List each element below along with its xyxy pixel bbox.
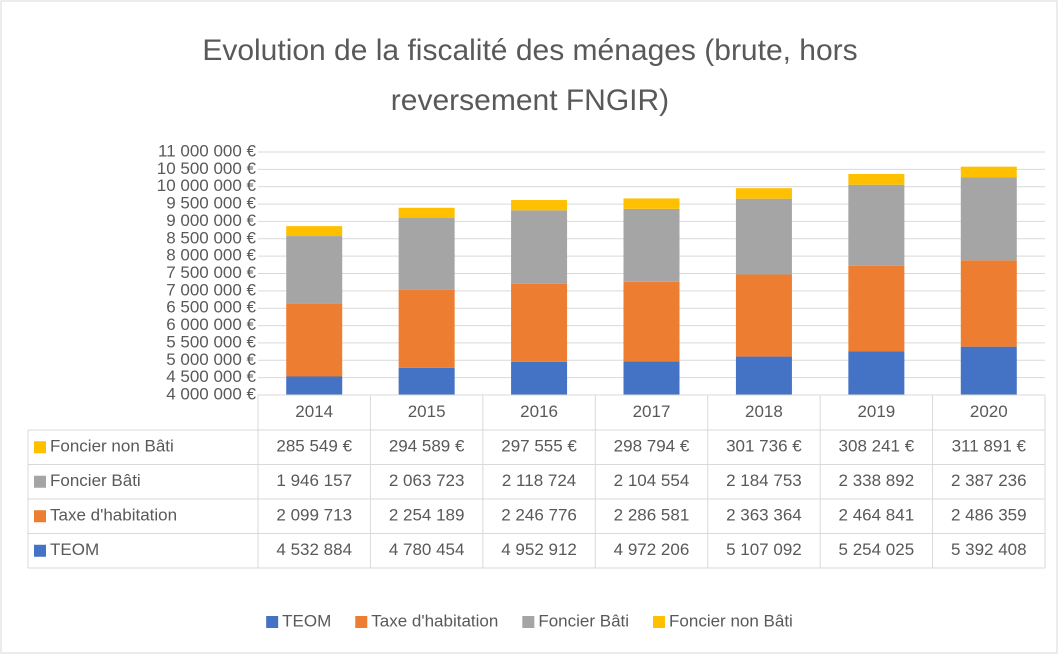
bar-segment: [848, 174, 905, 185]
table-row-label: Foncier non Bâti: [50, 437, 174, 456]
bar-segment: [286, 303, 343, 377]
bar-segment: [848, 184, 905, 266]
bar-segment: [848, 265, 905, 352]
bar-segment: [511, 283, 568, 362]
table-cell: 308 241 €: [839, 437, 915, 456]
bar-segment: [735, 356, 792, 395]
table-row-label: TEOM: [50, 540, 99, 559]
chart-title: Evolution de la fiscalité des ménages (b…: [202, 34, 858, 117]
y-tick-label: 10 000 000 €: [157, 176, 257, 195]
legend-label: Foncier Bâti: [538, 611, 629, 630]
x-tick-label: 2016: [520, 402, 558, 421]
y-tick-label: 7 000 000 €: [166, 280, 256, 299]
table-cell: 2 464 841: [839, 506, 915, 525]
table-cell: 4 972 206: [614, 540, 690, 559]
legend-key: [266, 616, 279, 628]
legend-label: TEOM: [282, 611, 331, 630]
bar-segment: [398, 207, 455, 219]
table-cell: 5 107 092: [726, 540, 802, 559]
table-row-label: Taxe d'habitation: [50, 506, 177, 525]
table-legend-key: [34, 441, 46, 454]
table-cell: 311 891 €: [952, 437, 1027, 456]
x-tick-label: 2018: [745, 402, 783, 421]
y-tick-label: 5 500 000 €: [166, 332, 256, 351]
legend-key: [355, 616, 368, 628]
y-tick-label: 6 000 000 €: [166, 315, 256, 334]
x-tick-label: 2015: [408, 402, 446, 421]
y-tick-label: 10 500 000 €: [157, 159, 257, 178]
bar-segment: [398, 218, 455, 290]
bar-segment: [735, 274, 792, 357]
bar-segment: [960, 346, 1017, 395]
y-tick-label: 4 500 000 €: [166, 367, 256, 386]
table-cell: 2 338 892: [839, 471, 915, 490]
table-row-label: Foncier Bâti: [50, 471, 141, 490]
table-cell: 285 549 €: [276, 437, 352, 456]
bar-segment: [623, 208, 680, 282]
bar-segment: [960, 177, 1017, 261]
table-cell: 298 794 €: [614, 437, 690, 456]
table-cell: 1 946 157: [276, 471, 352, 490]
table-cell: 2 184 753: [726, 471, 802, 490]
table-cell: 5 392 408: [951, 540, 1027, 559]
bar-segment: [623, 198, 680, 209]
y-tick-label: 8 500 000 €: [166, 228, 256, 247]
table-cell: 2 486 359: [951, 506, 1027, 525]
table-cell: 2 363 364: [726, 506, 802, 525]
bar-segment: [398, 289, 455, 368]
x-tick-label: 2019: [857, 402, 895, 421]
bar-segment: [848, 351, 905, 395]
legend-key: [653, 616, 666, 628]
table-cell: 2 118 724: [502, 471, 576, 490]
table-cell: 2 063 723: [389, 471, 465, 490]
table-legend-key: [34, 510, 46, 523]
y-tick-label: 8 000 000 €: [166, 246, 256, 265]
bar-segment: [960, 166, 1017, 178]
bar-segment: [511, 210, 568, 284]
table-cell: 4 780 454: [389, 540, 465, 559]
table-cell: 301 736 €: [726, 437, 802, 456]
table-cell: 2 099 713: [276, 506, 352, 525]
table-cell: 297 555 €: [501, 437, 577, 456]
table-cell: 2 104 554: [614, 471, 690, 490]
bar-segment: [623, 281, 680, 362]
table-cell: 4 532 884: [276, 540, 352, 559]
x-tick-label: 2014: [295, 402, 333, 421]
table-cell: 2 254 189: [389, 506, 465, 525]
bar-segment: [286, 236, 343, 304]
bar-segment: [735, 188, 792, 199]
table-cell: 294 589 €: [389, 437, 465, 456]
table-cell: 2 387 236: [951, 471, 1027, 490]
x-tick-label: 2017: [633, 402, 671, 421]
bar-segment: [286, 376, 343, 395]
y-tick-label: 7 500 000 €: [166, 263, 256, 282]
y-tick-label: 5 000 000 €: [166, 350, 256, 369]
table-legend-key: [34, 544, 46, 557]
legend-label: Taxe d'habitation: [371, 611, 498, 630]
table-legend-key: [34, 475, 46, 488]
table-cell: 5 254 025: [839, 540, 915, 559]
x-tick-label: 2020: [970, 402, 1008, 421]
bar-segment: [511, 200, 568, 211]
y-tick-label: 9 500 000 €: [166, 194, 256, 213]
table-cell: 2 246 776: [501, 506, 577, 525]
y-tick-label: 11 000 000 €: [158, 141, 257, 160]
table-cell: 2 286 581: [614, 506, 690, 525]
bar-segment: [960, 260, 1017, 347]
table-cell: 4 952 912: [501, 540, 577, 559]
bar-segment: [623, 361, 680, 395]
bar-segment: [286, 226, 343, 237]
bar-segment: [398, 367, 455, 395]
legend-key: [522, 616, 535, 628]
y-tick-label: 4 000 000 €: [166, 384, 256, 403]
legend-label: Foncier non Bâti: [669, 611, 793, 630]
y-tick-label: 9 000 000 €: [166, 211, 256, 230]
bar-segment: [511, 361, 568, 395]
y-tick-label: 6 500 000 €: [166, 298, 256, 317]
bar-segment: [735, 198, 792, 275]
